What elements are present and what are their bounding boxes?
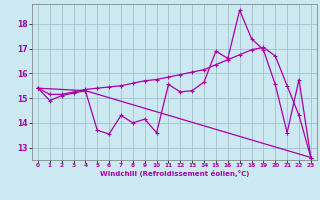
X-axis label: Windchill (Refroidissement éolien,°C): Windchill (Refroidissement éolien,°C) — [100, 170, 249, 177]
